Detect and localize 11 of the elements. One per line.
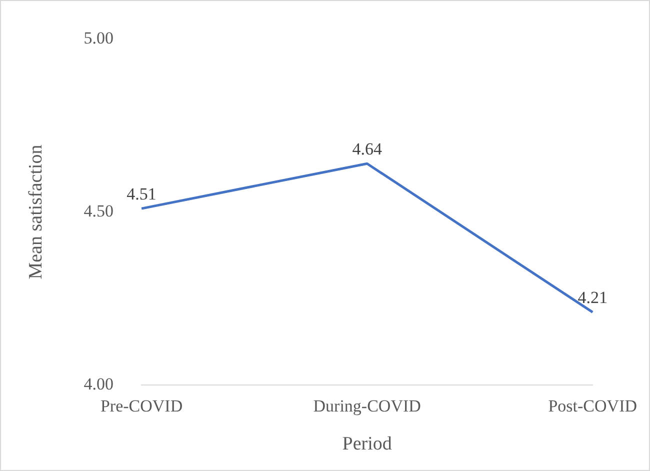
y-axis-title: Mean satisfaction bbox=[25, 144, 46, 280]
data-label: 4.51 bbox=[126, 184, 156, 204]
y-tick-label: 4.50 bbox=[84, 201, 114, 220]
data-label: 4.21 bbox=[578, 288, 608, 308]
y-tick-label: 5.00 bbox=[84, 28, 114, 48]
x-tick-label: During-COVID bbox=[313, 396, 421, 416]
y-tick-label: 4.00 bbox=[84, 374, 114, 394]
x-tick-label: Post-COVID bbox=[548, 396, 638, 416]
x-axis-title: Period bbox=[342, 434, 392, 455]
x-tick-label: Pre-COVID bbox=[100, 396, 183, 416]
data-label: 4.64 bbox=[352, 140, 382, 159]
